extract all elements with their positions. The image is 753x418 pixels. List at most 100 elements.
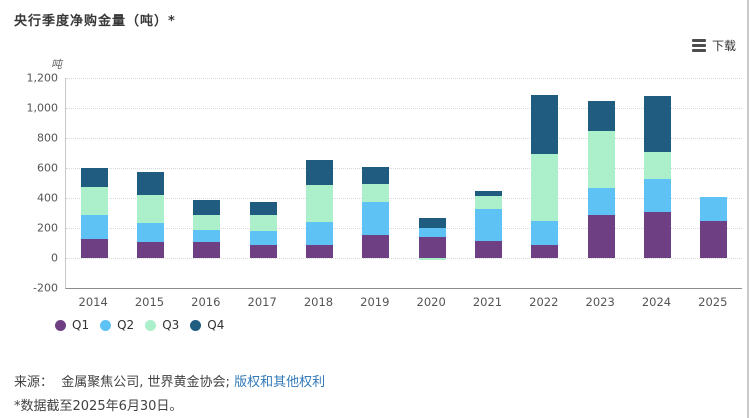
bar-segment-q2-2020[interactable] — [418, 228, 446, 237]
x-axis-label-2018: 2018 — [303, 295, 334, 309]
bar-segment-q3-2021[interactable] — [475, 195, 502, 210]
x-axis-label-2016: 2016 — [191, 295, 221, 309]
bar-segment-q4-2017[interactable] — [249, 201, 277, 216]
x-axis-label-2020: 2020 — [416, 295, 446, 309]
y-axis: 1,200 1,000 800 600 400 200 0 -200 — [0, 72, 59, 295]
x-axis-label-2024: 2024 — [641, 295, 672, 309]
bar-segment-q3-2023[interactable] — [587, 131, 615, 189]
bar-segment-q1-2016[interactable] — [193, 241, 221, 258]
x-axis: 2014 2015 2016 2017 2018 2019 2020 2021 2022 2023… — [65, 295, 741, 311]
right-border-line — [747, 0, 749, 418]
bar-segment-q4-2024[interactable] — [644, 96, 671, 152]
legend-item-q4[interactable]: Q4 — [190, 318, 224, 332]
bar-segment-q3-2024[interactable] — [644, 151, 671, 180]
bar-segment-q1-2019[interactable] — [362, 234, 390, 258]
download-button[interactable]: 下载 — [692, 37, 736, 54]
menu-icon — [692, 39, 706, 52]
source-prefix: 来源： — [14, 375, 54, 390]
bar-segment-q2-2021[interactable] — [475, 209, 502, 241]
bar-segment-q4-2015[interactable] — [137, 171, 164, 195]
x-axis-label-2015: 2015 — [134, 295, 165, 309]
gridline-1200 — [66, 78, 742, 79]
bar-segment-q3-2014[interactable] — [80, 186, 108, 216]
bar-segment-q1-2025[interactable] — [700, 221, 728, 258]
bar-segment-q4-2022[interactable] — [531, 95, 559, 154]
bar-segment-q3-2017[interactable] — [249, 215, 277, 231]
bar-segment-q2-2014[interactable] — [80, 215, 108, 239]
gridline-400 — [66, 198, 742, 199]
bar-segment-q3-2022[interactable] — [531, 153, 559, 222]
bar-segment-q1-2020[interactable] — [418, 237, 446, 258]
bar-segment-q3-2015[interactable] — [137, 195, 164, 223]
bar-segment-q3-2020[interactable] — [418, 258, 446, 260]
y-axis-tick-label: 400 — [37, 191, 58, 205]
legend-item-q3[interactable]: Q3 — [145, 318, 179, 332]
bar-segment-q2-2023[interactable] — [587, 188, 615, 215]
legend-dot-q4 — [190, 319, 202, 331]
bar-segment-q1-2022[interactable] — [531, 245, 559, 258]
x-axis-label-2025: 2025 — [698, 295, 728, 309]
y-axis-tick-label: -200 — [33, 281, 58, 295]
bar-segment-q3-2016[interactable] — [193, 215, 221, 230]
bar-segment-q1-2024[interactable] — [644, 211, 671, 258]
bar-segment-q2-2024[interactable] — [644, 179, 671, 212]
gridline-800 — [66, 138, 742, 139]
bar-segment-q4-2014[interactable] — [80, 168, 108, 187]
chart-legend: Q1 Q2 Q3 Q4 — [55, 318, 224, 332]
bar-segment-q2-2025[interactable] — [700, 196, 728, 222]
source-text: 金属聚焦公司, 世界黄金协会; — [61, 375, 235, 390]
legend-dot-q2 — [100, 319, 112, 331]
bar-segment-q1-2017[interactable] — [249, 245, 277, 258]
bar-segment-q1-2021[interactable] — [475, 240, 502, 258]
y-axis-tick-label: 200 — [37, 221, 58, 235]
legend-item-q2[interactable]: Q2 — [100, 318, 134, 332]
legend-dot-q1 — [55, 319, 66, 331]
bar-segment-q4-2016[interactable] — [193, 199, 221, 216]
legend-label-q3: Q3 — [162, 318, 180, 332]
bar-segment-q4-2018[interactable] — [306, 159, 333, 185]
bar-segment-q2-2016[interactable] — [193, 229, 221, 242]
y-axis-unit-label: 吨 — [51, 58, 62, 71]
bar-segment-q2-2019[interactable] — [362, 201, 390, 235]
bar-segment-q1-2018[interactable] — [306, 245, 333, 258]
bar-segment-q2-2022[interactable] — [531, 221, 559, 246]
bar-segment-q4-2019[interactable] — [362, 167, 390, 184]
source-line: 来源： 金属聚焦公司, 世界黄金协会; 版权和其他权利 — [14, 371, 325, 390]
bar-segment-q1-2015[interactable] — [137, 241, 164, 258]
gridline-200 — [66, 228, 742, 229]
x-axis-label-2019: 2019 — [360, 295, 390, 309]
bar-segment-q4-2021[interactable] — [475, 190, 502, 196]
x-axis-label-2023: 2023 — [585, 295, 615, 309]
bar-segment-q2-2018[interactable] — [306, 222, 333, 246]
legend-dot-q3 — [145, 319, 157, 331]
y-axis-tick-label: 1,000 — [26, 101, 59, 115]
gridline-0 — [66, 258, 742, 259]
y-axis-tick-label: 0 — [51, 251, 58, 265]
bar-segment-q4-2023[interactable] — [587, 101, 615, 132]
legend-label-q4: Q4 — [207, 318, 225, 332]
gridline-1000 — [66, 108, 742, 109]
x-axis-label-2014: 2014 — [78, 295, 108, 309]
legend-item-q1[interactable]: Q1 — [55, 318, 89, 332]
bar-segment-q2-2017[interactable] — [249, 231, 277, 246]
legend-label-q1: Q1 — [72, 318, 90, 332]
x-axis-label-2017: 2017 — [247, 295, 277, 309]
bar-segment-q3-2018[interactable] — [306, 184, 333, 222]
bar-segment-q1-2014[interactable] — [80, 238, 108, 258]
bar-segment-q4-2020[interactable] — [418, 218, 446, 228]
y-axis-tick-label: 600 — [37, 161, 58, 175]
rights-link[interactable]: 版权和其他权利 — [234, 375, 326, 390]
y-axis-tick-label: 1,200 — [26, 71, 59, 85]
gridline-600 — [66, 168, 742, 169]
chart-title: 央行季度净购金量（吨）* — [14, 14, 176, 29]
x-axis-label-2022: 2022 — [529, 295, 559, 309]
bar-segment-q3-2019[interactable] — [362, 183, 390, 202]
bar-segment-q1-2023[interactable] — [587, 214, 615, 258]
legend-label-q2: Q2 — [117, 318, 135, 332]
download-button-label: 下载 — [712, 39, 737, 53]
y-axis-tick-label: 800 — [37, 131, 58, 145]
footnote: *数据截至2025年6月30日。 — [14, 399, 183, 414]
bar-segment-q2-2015[interactable] — [137, 222, 164, 242]
plot-area — [65, 78, 742, 289]
